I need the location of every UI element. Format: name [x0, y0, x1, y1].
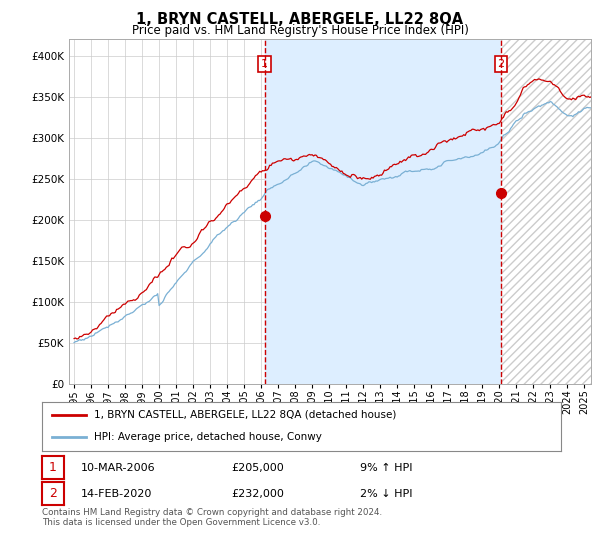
- Bar: [501, 39, 591, 384]
- Bar: [501, 39, 591, 384]
- Text: HPI: Average price, detached house, Conwy: HPI: Average price, detached house, Conw…: [94, 432, 322, 442]
- Text: 1: 1: [261, 59, 268, 69]
- Text: 1, BRYN CASTELL, ABERGELE, LL22 8QA: 1, BRYN CASTELL, ABERGELE, LL22 8QA: [136, 12, 464, 27]
- Text: Price paid vs. HM Land Registry's House Price Index (HPI): Price paid vs. HM Land Registry's House …: [131, 24, 469, 37]
- Text: £205,000: £205,000: [231, 463, 284, 473]
- Text: 2: 2: [49, 487, 57, 500]
- Text: 10-MAR-2006: 10-MAR-2006: [81, 463, 155, 473]
- Bar: [265, 39, 501, 384]
- Text: £232,000: £232,000: [231, 489, 284, 498]
- Text: 1, BRYN CASTELL, ABERGELE, LL22 8QA (detached house): 1, BRYN CASTELL, ABERGELE, LL22 8QA (det…: [94, 410, 396, 420]
- Text: 9% ↑ HPI: 9% ↑ HPI: [360, 463, 413, 473]
- Text: 2: 2: [497, 59, 505, 69]
- Text: 1: 1: [49, 461, 57, 474]
- Text: 2% ↓ HPI: 2% ↓ HPI: [360, 489, 413, 498]
- Text: 14-FEB-2020: 14-FEB-2020: [81, 489, 152, 498]
- Text: Contains HM Land Registry data © Crown copyright and database right 2024.
This d: Contains HM Land Registry data © Crown c…: [42, 508, 382, 528]
